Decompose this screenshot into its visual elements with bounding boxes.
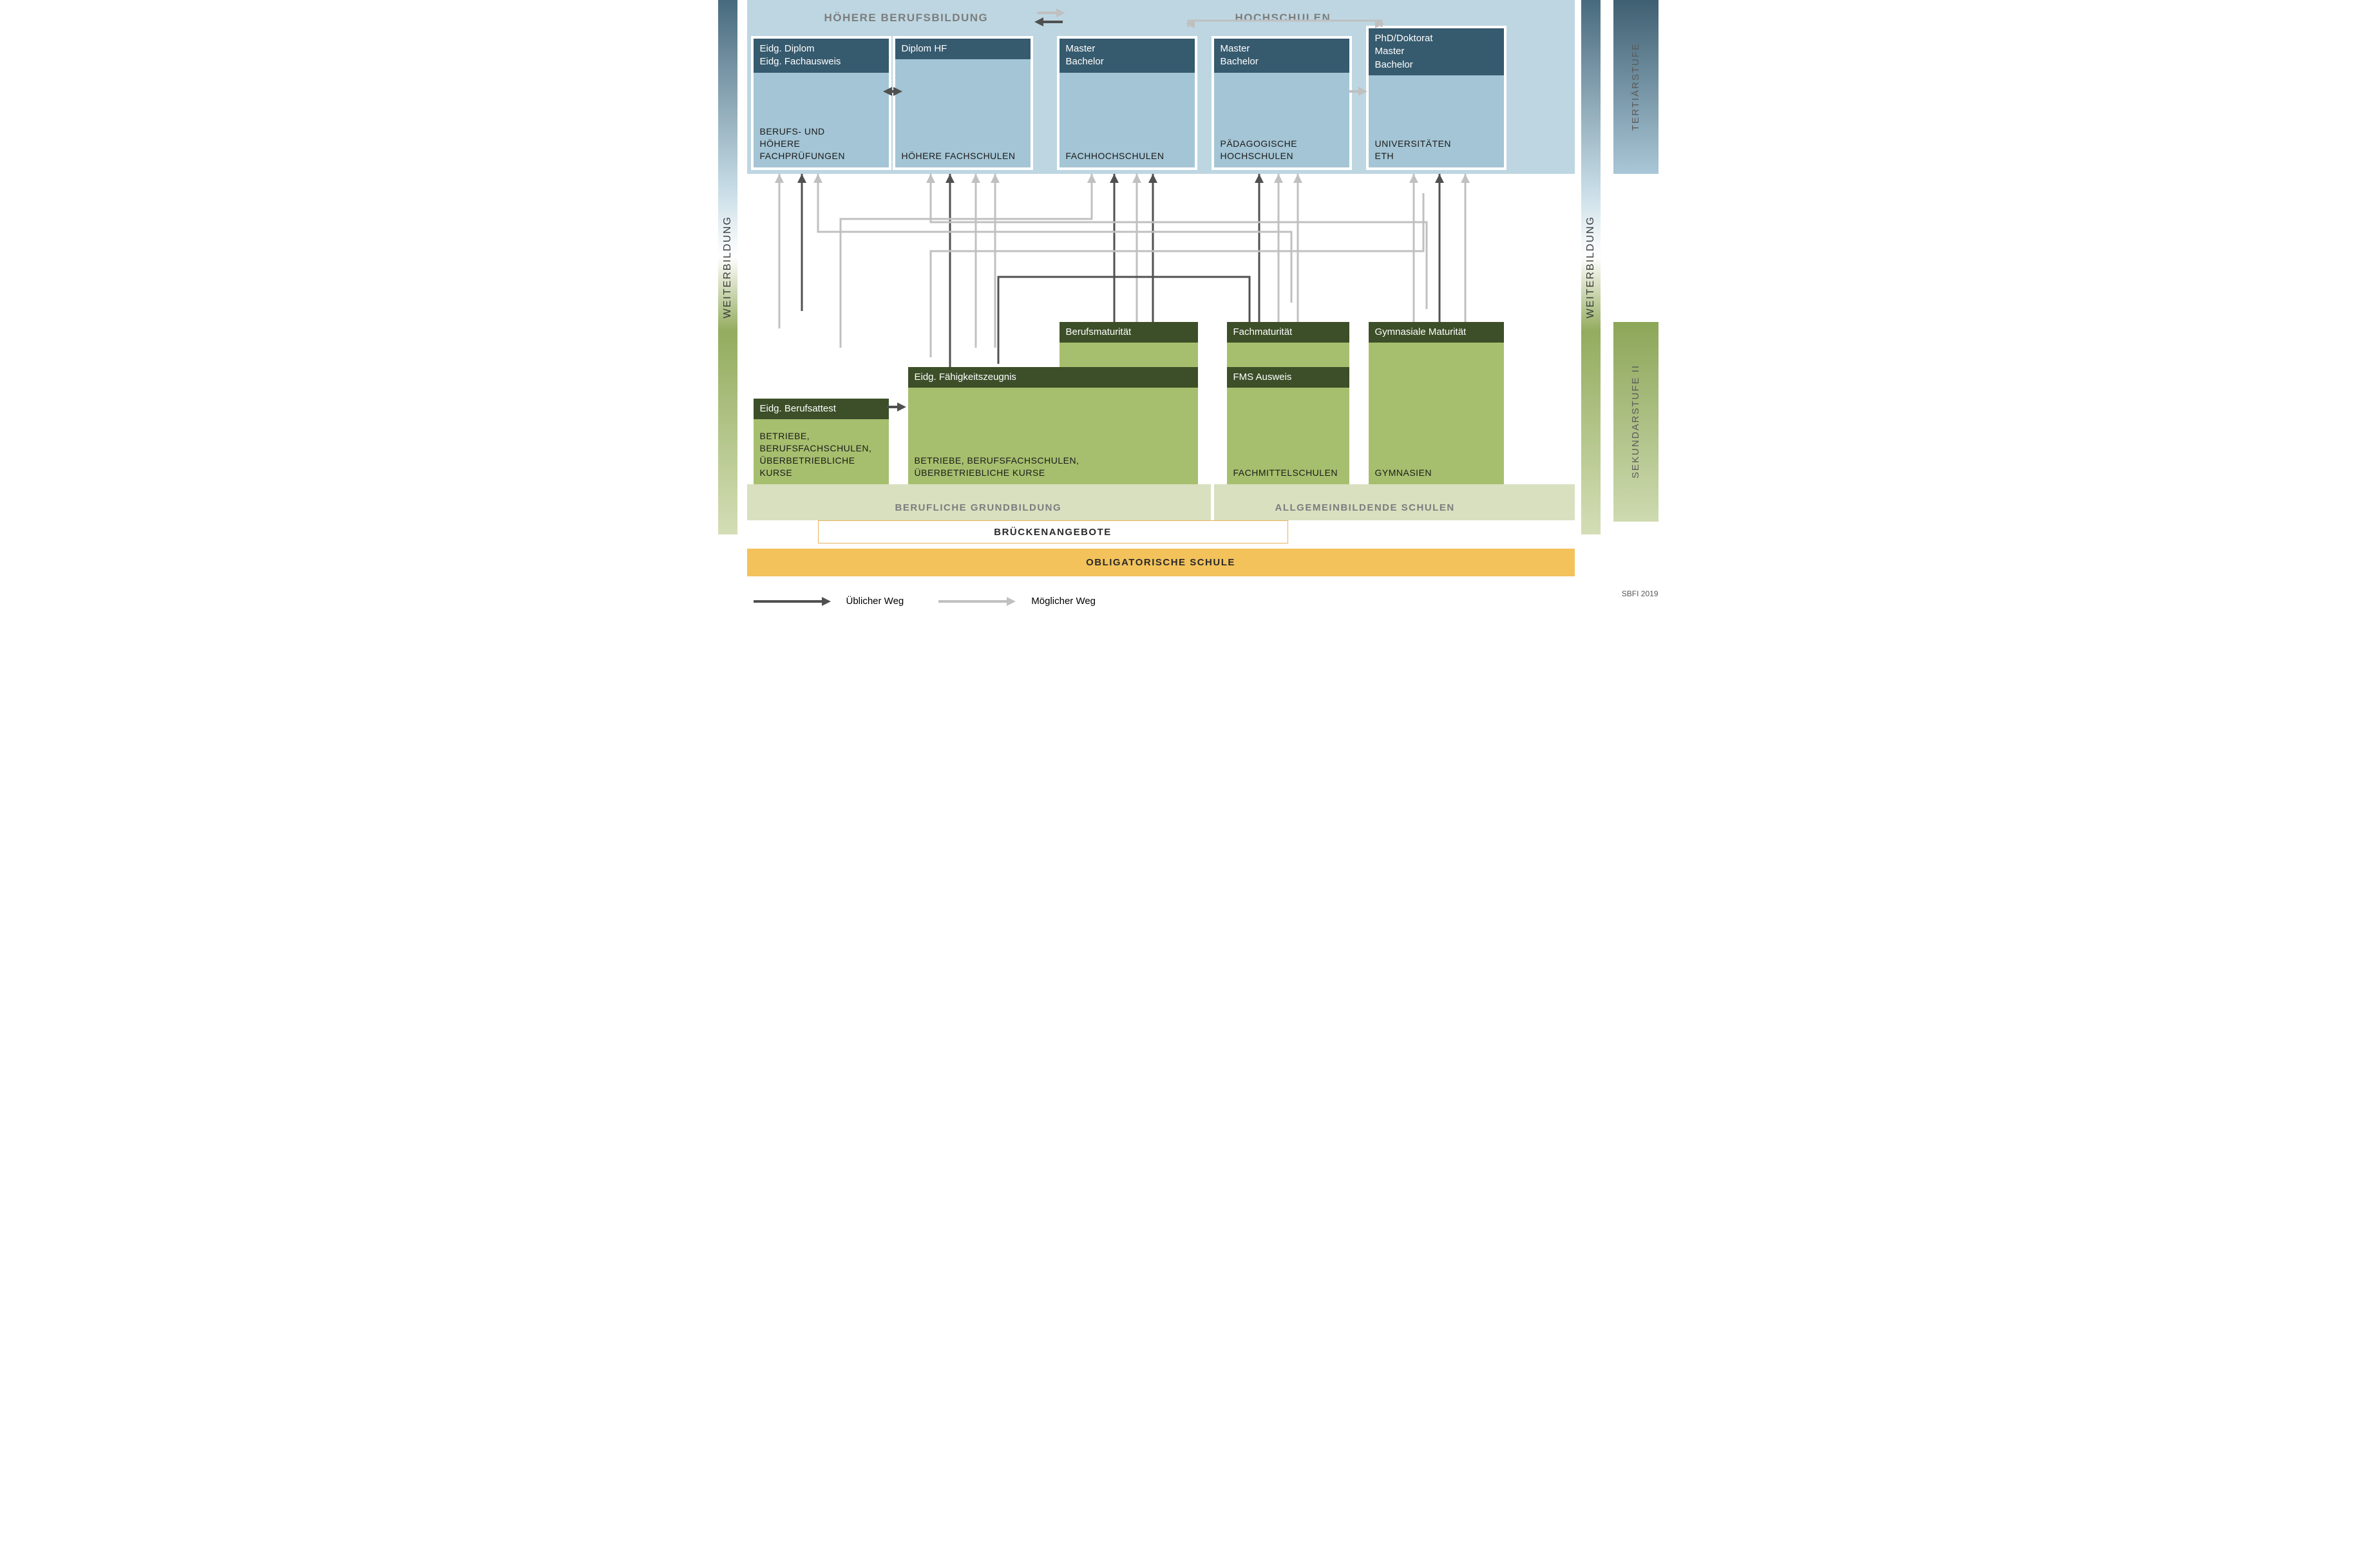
secondary-sub-header-fms: Fachmaturität bbox=[1227, 322, 1349, 343]
level-bar-tert: TERTIÄRSTUFE bbox=[1613, 0, 1658, 174]
secondary-box-footer: FACHMITTELSCHULEN bbox=[1233, 467, 1343, 479]
bridge-band: BRÜCKENANGEBOTE bbox=[818, 520, 1288, 543]
legend: Üblicher Weg Möglicher Weg bbox=[754, 596, 1122, 607]
secondary-box-header-efz: Eidg. Fähigkeitszeugnis bbox=[908, 367, 1198, 388]
secondary-box-footer: BETRIEBE,BERUFSFACHSCHULEN,ÜBERBETRIEBLI… bbox=[760, 430, 882, 479]
secondary-box-footer: BETRIEBE, BERUFSFACHSCHULEN,ÜBERBETRIEBL… bbox=[915, 455, 1192, 479]
tertiary-box-footer: FACHHOCHSCHULEN bbox=[1066, 150, 1188, 162]
tertiary-box-fh: MasterBachelor FACHHOCHSCHULEN bbox=[1060, 39, 1195, 167]
tertiary-box-hf: Diplom HF HÖHERE FACHSCHULEN bbox=[895, 39, 1031, 167]
tertiary-box-footer: UNIVERSITÄTENETH bbox=[1375, 138, 1497, 162]
tertiary-box-header: MasterBachelor bbox=[1060, 39, 1195, 73]
secondary-box-gym: GYMNASIEN bbox=[1369, 322, 1504, 484]
tertiary-box-header: PhD/DoktoratMasterBachelor bbox=[1369, 28, 1504, 75]
weiterbildung-left: WEITERBILDUNG bbox=[718, 0, 737, 534]
weiterbildung-right-label: WEITERBILDUNG bbox=[1585, 216, 1597, 318]
tertiary-box-footer: HÖHERE FACHSCHULEN bbox=[902, 150, 1024, 162]
secondary-group-label-1: ALLGEMEINBILDENDE SCHULEN bbox=[1275, 502, 1455, 513]
weiterbildung-left-label: WEITERBILDUNG bbox=[722, 216, 734, 318]
tertiary-box-header: Diplom HF bbox=[895, 39, 1031, 59]
level-bar-sek2: SEKUNDARSTUFE II bbox=[1613, 322, 1658, 522]
tertiary-box-header: Eidg. DiplomEidg. Fachausweis bbox=[754, 39, 889, 73]
level-bar-label: SEKUNDARSTUFE II bbox=[1630, 364, 1641, 478]
secondary-box-header-eba: Eidg. Berufsattest bbox=[754, 399, 889, 419]
secondary-sub-header-efz: Berufsmaturität bbox=[1060, 322, 1198, 343]
credit-text: SBFI 2019 bbox=[1622, 589, 1658, 598]
tertiary-section-title-1: HOCHSCHULEN bbox=[1235, 12, 1331, 24]
tertiary-section-title-0: HÖHERE BERUFSBILDUNG bbox=[824, 12, 989, 24]
secondary-group-label-0: BERUFLICHE GRUNDBILDUNG bbox=[895, 502, 1062, 513]
tertiary-box-header: MasterBachelor bbox=[1214, 39, 1349, 73]
level-bar-label: TERTIÄRSTUFE bbox=[1630, 43, 1641, 131]
tertiary-box-footer: BERUFS- UNDHÖHERE FACHPRÜFUNGEN bbox=[760, 126, 882, 162]
tertiary-box-uni: PhD/DoktoratMasterBachelor UNIVERSITÄTENE… bbox=[1369, 28, 1504, 167]
secondary-box-header-gym: Gymnasiale Maturität bbox=[1369, 322, 1504, 343]
legend-label-0: Üblicher Weg bbox=[846, 596, 904, 607]
tertiary-box-footer: PÄDAGOGISCHEHOCHSCHULEN bbox=[1221, 138, 1343, 162]
secondary-box-footer: GYMNASIEN bbox=[1375, 467, 1497, 479]
secondary-box-header-fms: FMS Ausweis bbox=[1227, 367, 1349, 388]
legend-label-1: Möglicher Weg bbox=[1031, 596, 1096, 607]
tertiary-box-bhfp: Eidg. DiplomEidg. Fachausweis BERUFS- UND… bbox=[754, 39, 889, 167]
tertiary-box-ph: MasterBachelor PÄDAGOGISCHEHOCHSCHULEN bbox=[1214, 39, 1349, 167]
weiterbildung-right: WEITERBILDUNG bbox=[1581, 0, 1601, 534]
obligatory-band: OBLIGATORISCHE SCHULE bbox=[747, 549, 1575, 576]
diagram-root: WEITERBILDUNG WEITERBILDUNG TERTIÄRSTUFE SE… bbox=[718, 0, 1658, 621]
